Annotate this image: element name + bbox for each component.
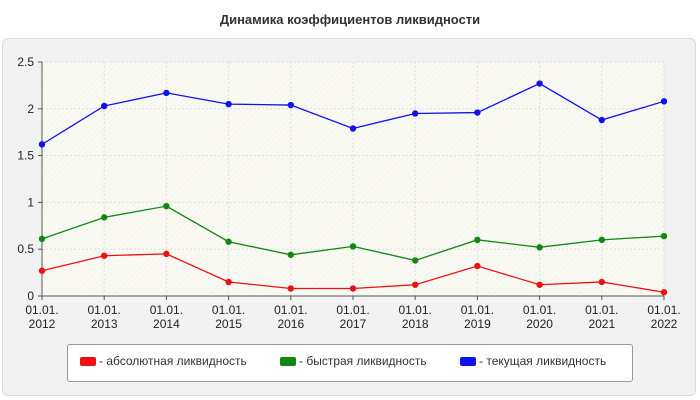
data-point [287,101,294,109]
data-point [598,236,605,244]
data-point [163,89,170,97]
data-point [163,250,170,258]
grid-lines [42,61,665,296]
legend-swatch-blue-icon [460,356,476,366]
legend: - абсолютная ликвидность - быстрая ликви… [67,344,633,382]
x-tick-label: 01.01. 2019 [461,303,494,331]
data-point [474,262,481,270]
x-tick-label: 01.01. 2014 [150,303,183,331]
x-tick-label: 01.01. 2015 [212,303,245,331]
data-point [101,214,108,221]
data-point [412,257,419,264]
legend-item-quick[interactable]: - быстрая ликвидность [280,354,427,368]
data-point [536,80,543,87]
x-tick-label: 01.01. 2016 [274,303,307,331]
y-tick-label: 1 [27,195,34,209]
data-point [38,267,46,274]
x-tick-label-line: 2022 [651,317,678,331]
data-point [412,281,419,288]
data-point [163,202,170,210]
x-tick-label-line: 2012 [29,317,56,331]
legend-item-absolute[interactable]: - абсолютная ликвидность [80,354,247,368]
y-tick-labels: 0 0.5 1 1.5 2 2.5 [17,55,34,303]
x-tick-label: 01.01. 2020 [523,303,556,331]
legend-item-current[interactable]: - текущая ликвидность [460,354,606,368]
data-point [38,141,46,148]
data-point [349,285,357,292]
series-group [38,80,668,296]
data-point [225,238,232,245]
legend-label: - текущая ликвидность [479,354,607,368]
y-tick-label: 0.5 [17,242,34,256]
x-tick-label-line: 01.01. [399,303,432,317]
x-tick-label-line: 01.01. [461,303,494,317]
x-tick-label-line: 01.01. [585,303,618,317]
x-tick-label-line: 2021 [588,317,615,331]
data-point [474,236,481,244]
data-point [660,289,668,296]
data-point [225,100,232,108]
data-point [536,244,543,251]
data-point [38,235,46,243]
data-point [474,109,481,116]
x-tick-label-line: 01.01. [212,303,245,317]
x-tick-label: 01.01. 2017 [336,303,369,331]
data-point [349,125,357,132]
x-tick-label-line: 01.01. [523,303,556,317]
x-tick-label-line: 01.01. [647,303,680,317]
x-tick-label: 01.01. 2021 [585,303,618,331]
data-point [349,243,357,250]
x-tick-label: 01.01. 2022 [647,303,680,331]
axes [38,61,665,300]
data-point [598,116,605,124]
x-tick-label-line: 2020 [526,317,553,331]
legend-swatch-green-icon [280,356,296,366]
x-tick-label-line: 2019 [464,317,491,331]
data-point [412,110,419,117]
y-tick-label: 2.5 [17,55,34,69]
y-tick-label: 2 [27,102,34,116]
x-tick-label-line: 2015 [215,317,242,331]
data-point [536,281,543,288]
x-tick-label-line: 01.01. [88,303,121,317]
x-tick-label-line: 01.01. [25,303,58,317]
x-tick-label: 01.01. 2013 [88,303,121,331]
data-point [225,278,232,286]
x-tick-label-line: 01.01. [150,303,183,317]
x-tick-label-line: 2016 [277,317,304,331]
x-tick-label-line: 2017 [340,317,367,331]
x-tick-label-line: 01.01. [274,303,307,317]
data-point [287,285,294,292]
data-point [101,252,108,259]
x-tick-label-line: 2013 [91,317,118,331]
legend-label: - быстрая ликвидность [299,354,427,368]
data-point [101,102,108,110]
x-tick-label-line: 2014 [153,317,180,331]
x-tick-label: 01.01. 2018 [399,303,432,331]
legend-label: - абсолютная ликвидность [99,354,247,368]
data-point [660,232,668,240]
x-tick-label-line: 01.01. [336,303,369,317]
y-tick-label: 1.5 [17,149,34,163]
x-tick-label-line: 2018 [402,317,429,331]
y-tick-label: 0 [27,289,34,303]
data-point [598,278,605,286]
x-tick-label: 01.01. 2012 [25,303,58,331]
data-point [660,98,668,105]
data-point [287,251,294,259]
legend-swatch-red-icon [80,356,96,366]
chart-title: Динамика коэффициентов ликвидности [219,12,481,27]
